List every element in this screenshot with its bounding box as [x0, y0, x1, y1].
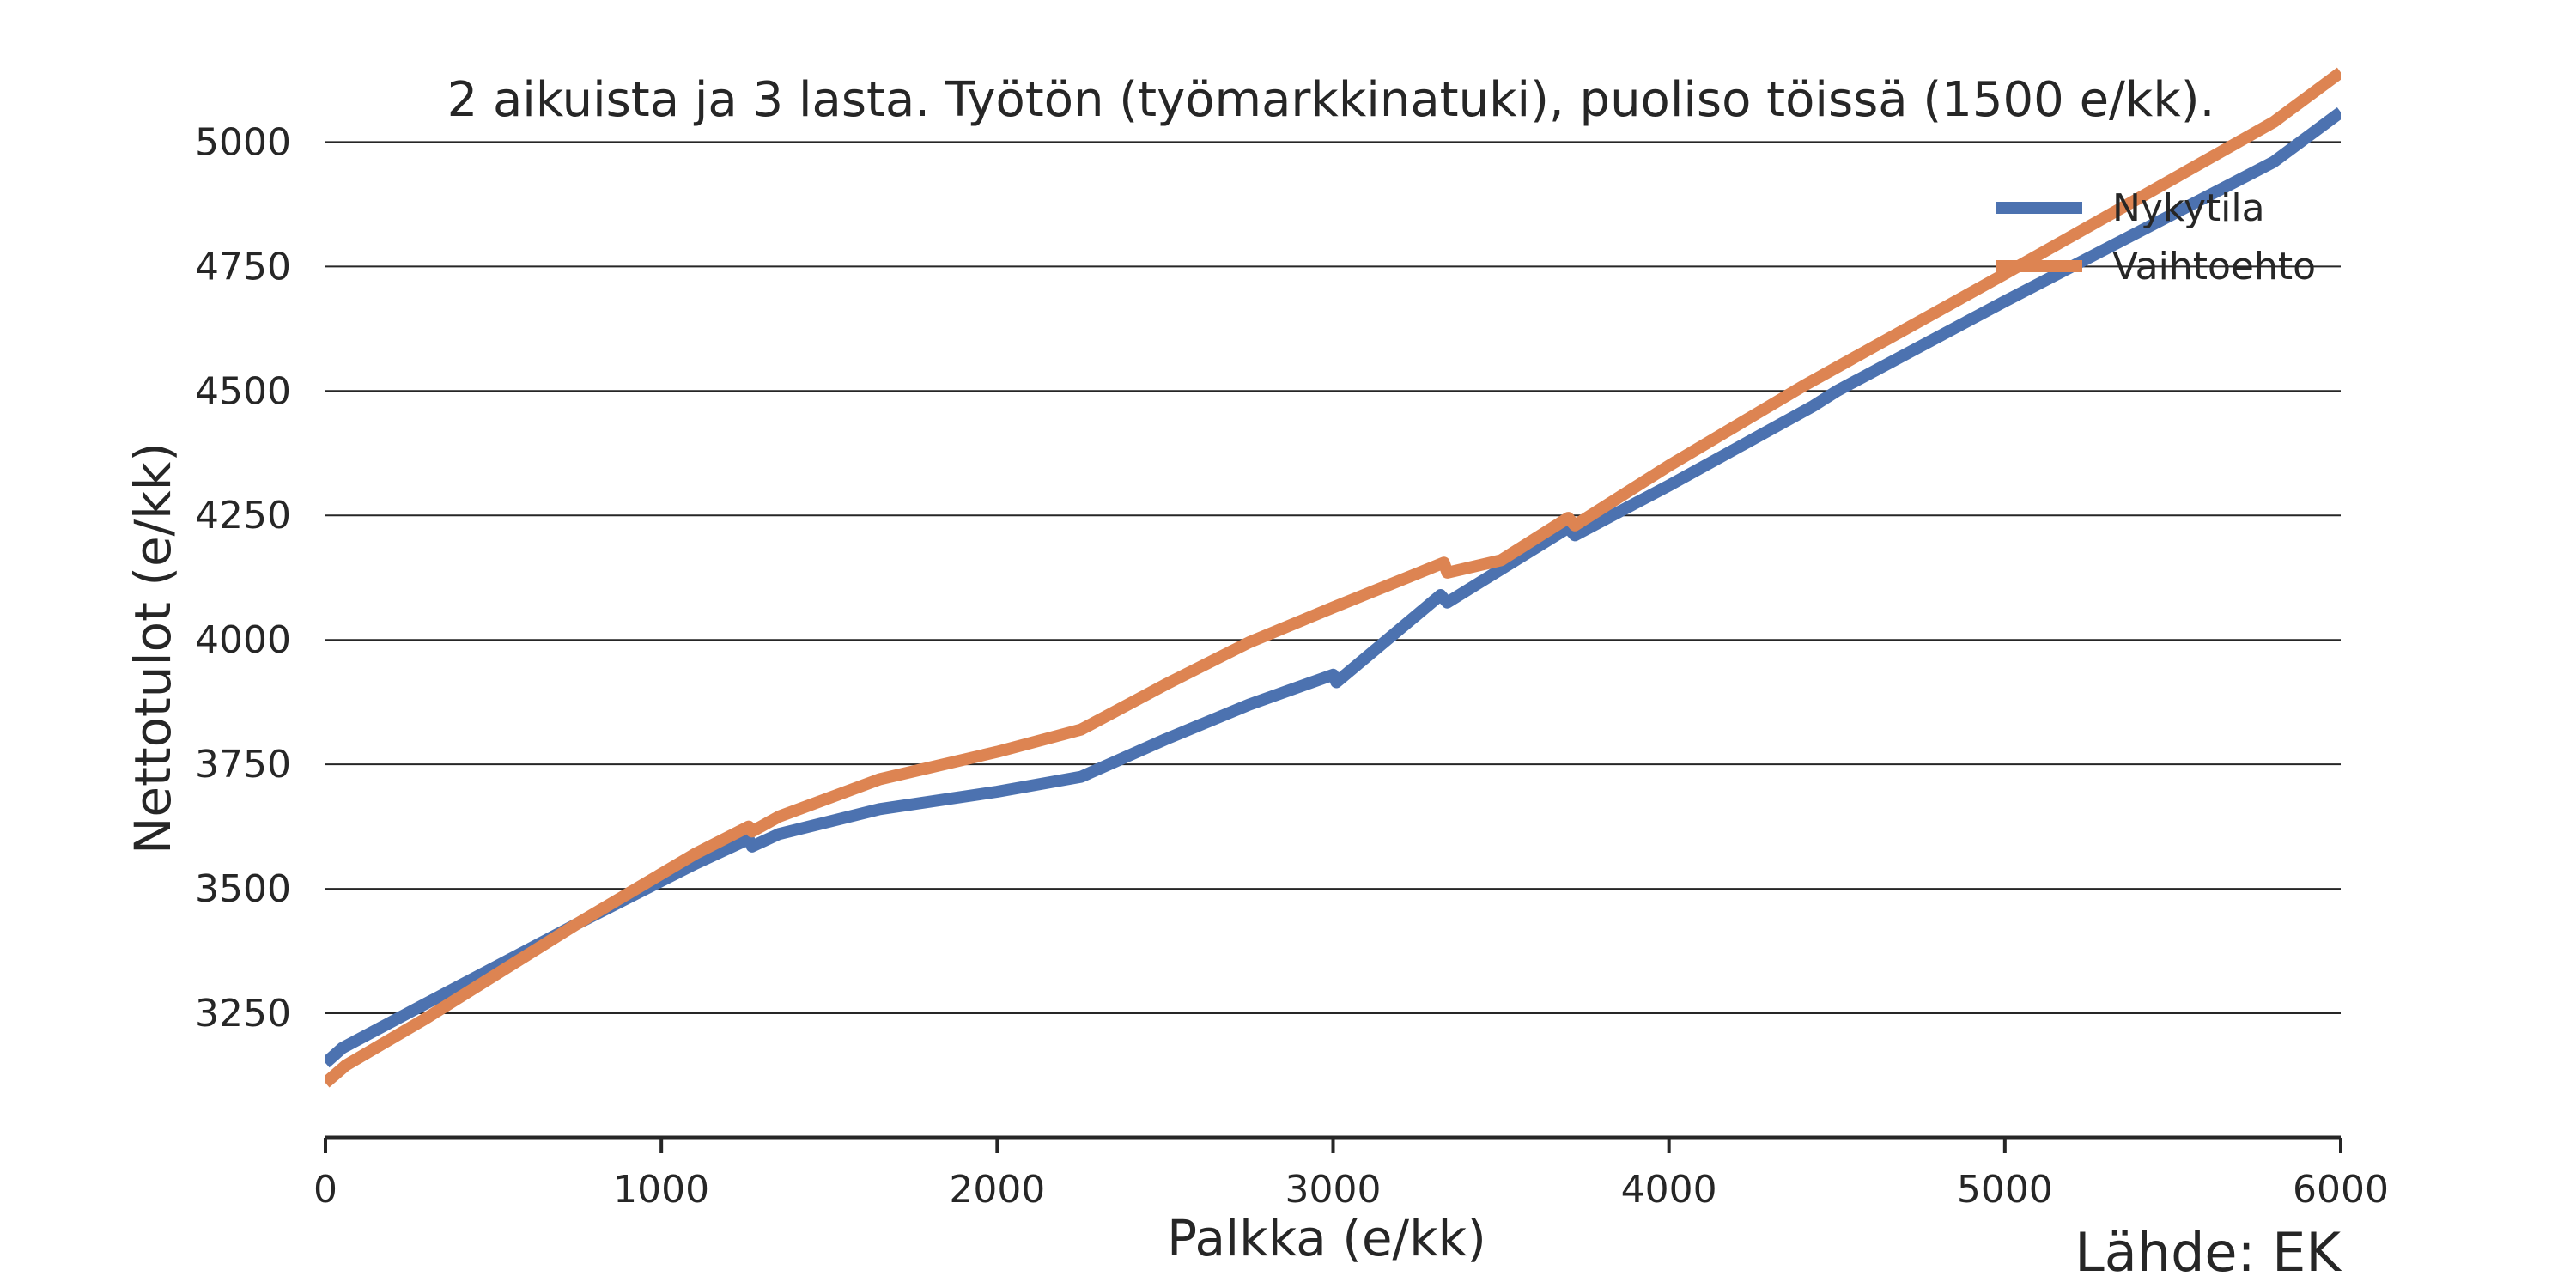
x-tick-label: 2000 [949, 1168, 1045, 1212]
x-tick-label: 3000 [1285, 1168, 1382, 1212]
series-line-nykytila [325, 106, 2341, 1068]
legend: Nykytila Vaihtoehto [1996, 186, 2316, 289]
y-axis-label: Nettotulot (e/kk) [124, 442, 182, 854]
y-tick-label: 4500 [195, 369, 291, 413]
series-line-vaihtoehto [325, 67, 2341, 1088]
y-tick-label: 3500 [195, 867, 291, 911]
y-axis-ticks: 3250 3500 3750 4000 4250 4500 4750 5000 [195, 120, 291, 1036]
source-note: Lähde: EK [2075, 1221, 2342, 1284]
series-lines [325, 67, 2341, 1088]
legend-label: Nykytila [2112, 186, 2265, 230]
x-tick-label: 1000 [613, 1168, 709, 1212]
y-tick-label: 5000 [195, 120, 291, 164]
legend-label: Vaihtoehto [2112, 245, 2316, 289]
y-tick-label: 4000 [195, 618, 291, 662]
y-tick-label: 4750 [195, 245, 291, 289]
chart-title: 2 aikuista ja 3 lasta. Työtön (työmarkki… [447, 72, 2215, 128]
x-axis-ticks: 0 1000 2000 3000 4000 5000 6000 [313, 1138, 2389, 1212]
x-tick-label: 0 [313, 1168, 337, 1212]
y-tick-label: 3250 [195, 992, 291, 1036]
x-tick-label: 6000 [2293, 1168, 2389, 1212]
y-tick-label: 4250 [195, 494, 291, 538]
y-tick-label: 3750 [195, 743, 291, 787]
x-axis-label: Palkka (e/kk) [1167, 1209, 1486, 1267]
x-tick-label: 5000 [1957, 1168, 2053, 1212]
x-tick-label: 4000 [1621, 1168, 1717, 1212]
